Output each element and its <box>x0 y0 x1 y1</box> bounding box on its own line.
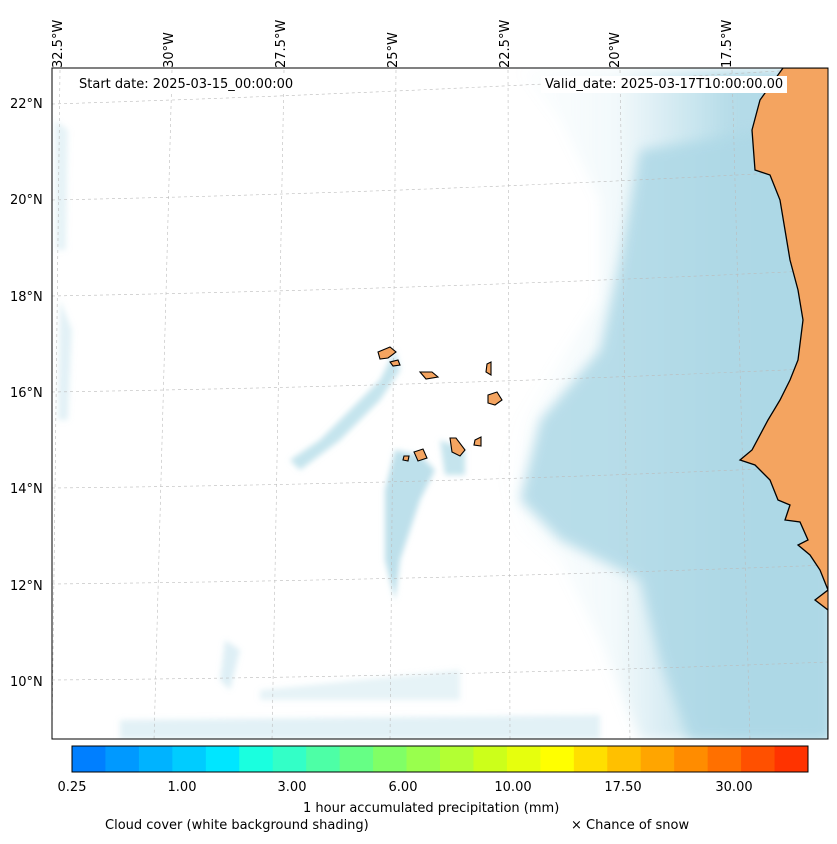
lat-label: 20°N <box>10 193 43 208</box>
lat-label: 12°N <box>10 579 43 594</box>
colorbar-tick-label: 10.00 <box>494 780 532 795</box>
colorbar-cell <box>239 746 274 772</box>
colorbar-cell <box>440 746 474 772</box>
colorbar-tick-label: 6.00 <box>388 780 418 795</box>
colorbar-tick-label: 3.00 <box>277 780 307 795</box>
colorbar-tick-label: 1.00 <box>167 780 197 795</box>
colorbar-cell <box>707 746 742 772</box>
colorbar-cell <box>573 746 608 772</box>
lat-label: 16°N <box>10 386 43 401</box>
colorbar-cell <box>172 746 207 772</box>
lat-label: 22°N <box>10 97 43 112</box>
lon-label: 32.5°W <box>51 19 66 68</box>
colorbar-cell <box>339 746 374 772</box>
colorbar-cell <box>373 746 408 772</box>
lon-label: 20°W <box>608 32 623 68</box>
cloud-streaks <box>55 120 600 739</box>
africa-land <box>738 68 828 739</box>
colorbar-cell <box>72 746 106 772</box>
lat-label: 10°N <box>10 675 43 690</box>
colorbar-cell <box>473 746 508 772</box>
colorbar-cell <box>674 746 709 772</box>
colorbar-cell <box>607 746 642 772</box>
map-frame <box>51 67 829 740</box>
graticule <box>52 68 828 739</box>
colorbar-cell <box>540 746 575 772</box>
colorbar-label: 1 hour accumulated precipitation (mm) <box>303 801 560 816</box>
lon-label: 17.5°W <box>720 19 735 68</box>
colorbar-cell <box>506 746 541 772</box>
colorbar-cell <box>138 746 173 772</box>
colorbar-cell <box>272 746 307 772</box>
valid-date-label: Valid_date: 2025-03-17T10:00:00.00 <box>541 76 788 93</box>
colorbar-cell <box>640 746 675 772</box>
start-date-label: Start date: 2025-03-15_00:00:00 <box>75 76 298 93</box>
lat-label: 14°N <box>10 482 43 497</box>
colorbar-frame <box>71 745 809 773</box>
colorbar-cell <box>105 746 140 772</box>
lat-label: 18°N <box>10 290 43 305</box>
snow-caption: × Chance of snow <box>571 818 690 833</box>
lon-label: 30°W <box>162 32 177 68</box>
colorbar-cell <box>774 746 809 772</box>
lon-label: 27.5°W <box>274 19 289 68</box>
colorbar-cell <box>306 746 341 772</box>
cloud-cover-caption: Cloud cover (white background shading) <box>105 818 369 833</box>
colorbar-tick-label: 0.25 <box>57 780 87 795</box>
cape-verde-islands <box>377 346 503 462</box>
colorbar-tick-label: 30.00 <box>715 780 753 795</box>
colorbar-tick-label: 17.50 <box>604 780 642 795</box>
colorbar-cell <box>406 746 441 772</box>
colorbar-cell <box>741 746 776 772</box>
cloud-core <box>520 120 828 739</box>
precipitation-colorbar <box>72 746 809 772</box>
lon-label: 25°W <box>386 32 401 68</box>
lon-label: 22.5°W <box>498 19 513 68</box>
colorbar-cell <box>205 746 240 772</box>
